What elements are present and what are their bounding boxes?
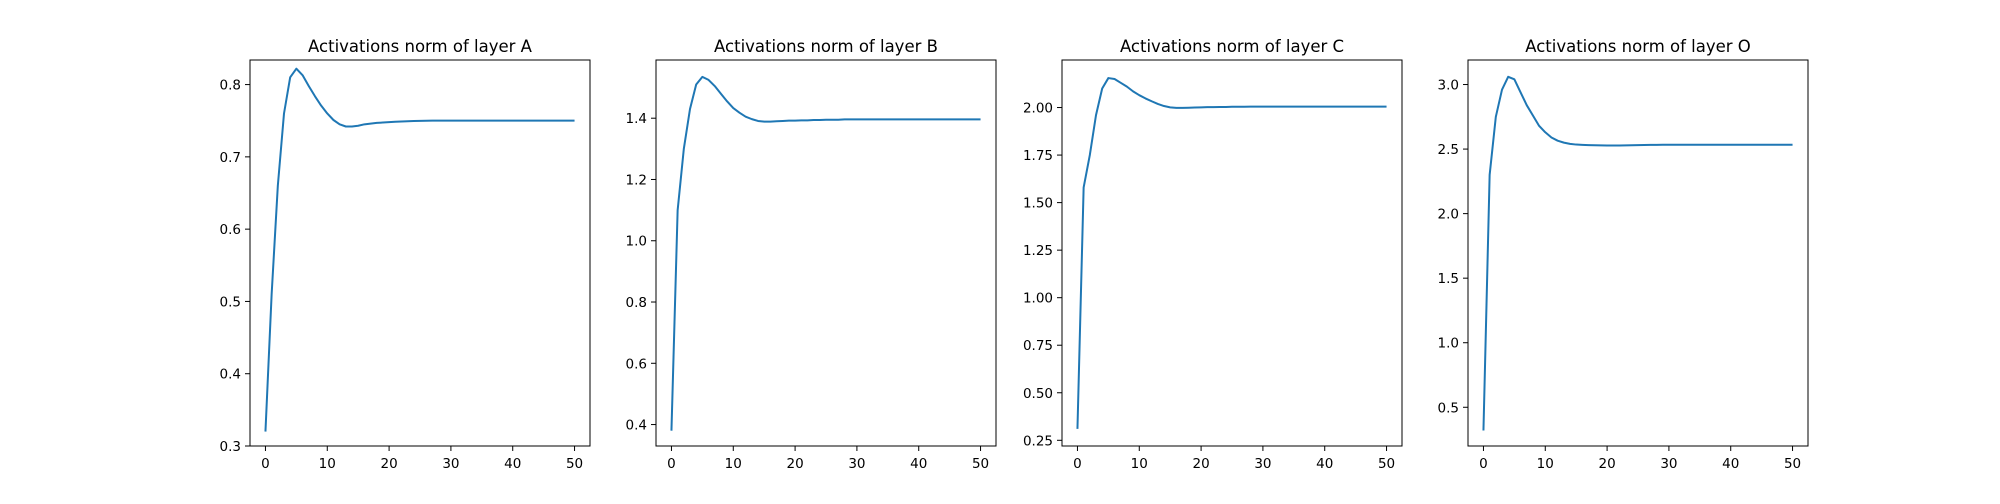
x-tick-label: 20 bbox=[380, 456, 397, 472]
y-tick-label: 1.25 bbox=[1023, 243, 1053, 259]
chart-title: Activations norm of layer O bbox=[1525, 37, 1751, 56]
chart-title: Activations norm of layer A bbox=[308, 37, 533, 56]
x-tick-label: 10 bbox=[319, 456, 336, 472]
y-tick-label: 1.50 bbox=[1023, 196, 1053, 212]
y-tick-label: 2.0 bbox=[1438, 207, 1459, 223]
series-line bbox=[1076, 77, 1387, 429]
x-tick-label: 40 bbox=[504, 456, 521, 472]
x-tick-label: 20 bbox=[786, 456, 803, 472]
y-tick-label: 0.7 bbox=[220, 150, 241, 166]
chart-layer-b: Activations norm of layer B 0 10 20 30 40 50 0.… bbox=[626, 37, 997, 472]
x-tick-label: 40 bbox=[1316, 456, 1333, 472]
x-tick-label: 50 bbox=[1784, 456, 1801, 472]
y-tick-label: 1.4 bbox=[626, 111, 647, 127]
x-tick-label: 0 bbox=[667, 456, 676, 472]
y-tick-label: 0.50 bbox=[1023, 386, 1053, 402]
chart-layer-c: Activations norm of layer C 0 10 20 30 40 50 0.… bbox=[1023, 37, 1403, 472]
y-tick-label: 0.25 bbox=[1023, 433, 1053, 449]
chart-title: Activations norm of layer C bbox=[1120, 37, 1344, 56]
x-tick-label: 20 bbox=[1598, 456, 1615, 472]
plot-frame bbox=[655, 59, 997, 447]
x-tick-label: 0 bbox=[1073, 456, 1082, 472]
y-tick-label: 0.4 bbox=[220, 367, 241, 383]
y-tick-label: 0.8 bbox=[220, 78, 241, 94]
y-tick-label: 1.5 bbox=[1438, 271, 1459, 287]
y-tick-label: 1.0 bbox=[1438, 336, 1459, 352]
y-tick-label: 1.75 bbox=[1023, 148, 1053, 164]
plot-frame bbox=[249, 59, 591, 447]
chart-layer-o: Activations norm of layer O 0 10 20 30 40 50 0.… bbox=[1438, 37, 1809, 472]
y-tick-label: 0.4 bbox=[626, 418, 647, 434]
series-line bbox=[670, 75, 981, 431]
plot-frame bbox=[1467, 59, 1809, 447]
x-tick-label: 50 bbox=[1378, 456, 1395, 472]
y-tick-label: 1.0 bbox=[626, 234, 647, 250]
y-tick-label: 3.0 bbox=[1438, 78, 1459, 94]
series-line bbox=[1482, 75, 1793, 431]
y-tick-label: 1.2 bbox=[626, 172, 647, 188]
x-tick-label: 40 bbox=[1722, 456, 1739, 472]
y-tick-label: 1.00 bbox=[1023, 291, 1053, 307]
x-tick-label: 10 bbox=[725, 456, 742, 472]
y-tick-label: 0.5 bbox=[1438, 400, 1459, 416]
x-tick-label: 20 bbox=[1192, 456, 1209, 472]
x-tick-label: 10 bbox=[1131, 456, 1148, 472]
chart-title: Activations norm of layer B bbox=[714, 37, 938, 56]
y-tick-label: 0.6 bbox=[626, 356, 647, 372]
chart-layer-a: Activations norm of layer A 0 10 20 30 40 50 0.… bbox=[220, 37, 591, 472]
x-tick-label: 30 bbox=[848, 456, 865, 472]
y-tick-label: 0.75 bbox=[1023, 338, 1053, 354]
x-tick-label: 30 bbox=[1254, 456, 1271, 472]
x-tick-label: 0 bbox=[1479, 456, 1488, 472]
y-tick-label: 0.8 bbox=[626, 295, 647, 311]
y-tick-label: 0.5 bbox=[220, 294, 241, 310]
series-line bbox=[264, 67, 575, 432]
y-tick-label: 0.3 bbox=[220, 439, 241, 455]
y-tick-label: 0.6 bbox=[220, 222, 241, 238]
x-tick-label: 10 bbox=[1537, 456, 1554, 472]
x-tick-label: 0 bbox=[261, 456, 270, 472]
x-tick-label: 50 bbox=[566, 456, 583, 472]
plot-frame bbox=[1061, 59, 1403, 447]
x-tick-label: 50 bbox=[972, 456, 989, 472]
y-tick-label: 2.5 bbox=[1438, 142, 1459, 158]
x-tick-label: 30 bbox=[1660, 456, 1677, 472]
x-tick-label: 30 bbox=[442, 456, 459, 472]
y-tick-label: 2.00 bbox=[1023, 101, 1053, 117]
x-tick-label: 40 bbox=[910, 456, 927, 472]
